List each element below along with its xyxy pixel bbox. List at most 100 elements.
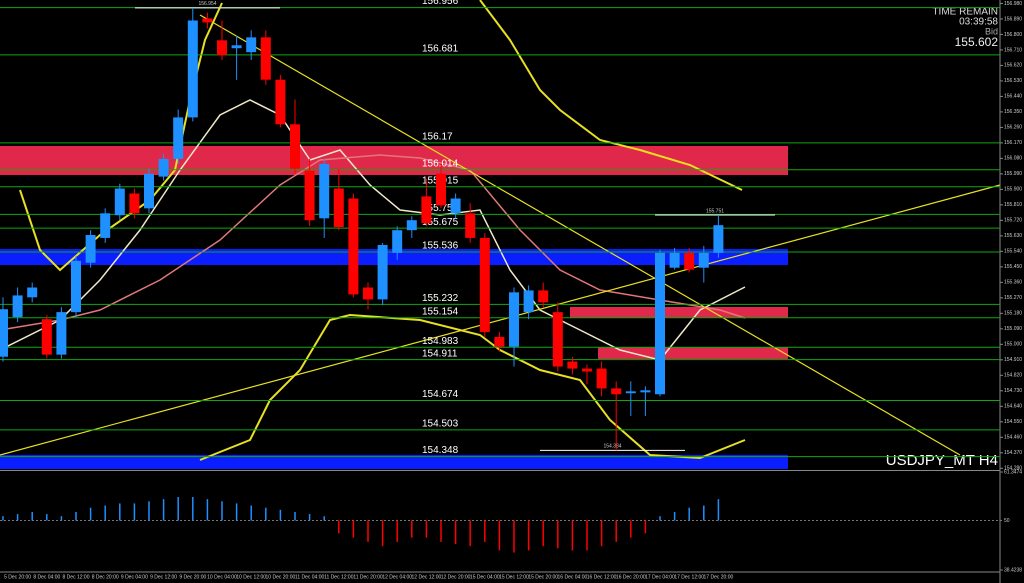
candle-body xyxy=(465,213,476,238)
candle-body xyxy=(333,188,344,228)
indicator-tick-label: 61.3474 xyxy=(1004,469,1022,475)
candle-body xyxy=(144,173,154,209)
candle-body xyxy=(538,290,549,303)
x-tick-label: 11 Dec 12:00 xyxy=(324,574,354,580)
y-tick-label: 154.910 xyxy=(1004,357,1022,363)
candle-body xyxy=(217,40,227,56)
x-tick-label: 17 Dec 12:00 xyxy=(674,574,704,580)
y-tick-label: 156.800 xyxy=(1004,32,1022,38)
level-label: 155.232 xyxy=(422,293,459,304)
candle-body xyxy=(684,252,695,270)
trendline xyxy=(0,184,1001,456)
x-tick-label: 8 Dec 12:00 xyxy=(63,574,90,580)
y-tick-label: 155.720 xyxy=(1004,218,1022,224)
y-tick-label: 156.980 xyxy=(1004,1,1022,7)
candle-body xyxy=(494,336,505,347)
resistance-zone xyxy=(0,146,788,175)
bid-label: Bid xyxy=(985,26,998,36)
candle-body xyxy=(509,292,519,347)
x-tick-label: 12 Dec 12:00 xyxy=(412,574,442,580)
indicator-tick-label: 38.4238 xyxy=(1004,567,1022,573)
level-label: 154.348 xyxy=(422,445,459,456)
y-tick-label: 156.440 xyxy=(1004,94,1022,100)
candle-body xyxy=(596,368,607,389)
moving-average xyxy=(0,99,746,361)
level-label: 156.956 xyxy=(422,0,459,7)
band-lower xyxy=(199,313,746,461)
candle-body xyxy=(202,18,213,23)
resistance-zone xyxy=(570,307,788,318)
x-tick-label: 12 Dec 20:00 xyxy=(441,574,471,580)
level-label: 154.674 xyxy=(422,389,459,400)
x-tick-label: 15 Dec 04:00 xyxy=(470,574,500,580)
y-tick-label: 155.810 xyxy=(1004,202,1022,208)
candle-body xyxy=(319,163,330,219)
x-tick-label: 11 Dec 20:00 xyxy=(353,574,383,580)
symbol-label: USDJPY_MT H4 xyxy=(886,452,998,469)
level-label: 155.675 xyxy=(422,217,459,228)
level-label: 154.911 xyxy=(422,348,458,359)
y-tick-label: 156.530 xyxy=(1004,78,1022,84)
y-tick-label: 155.450 xyxy=(1004,264,1022,270)
candle-body xyxy=(85,235,96,263)
level-label: 156.681 xyxy=(422,44,459,55)
y-tick-label: 154.640 xyxy=(1004,404,1022,410)
candle-body xyxy=(41,319,52,355)
y-tick-label: 156.890 xyxy=(1004,16,1022,22)
level-label: 155.536 xyxy=(422,241,459,252)
candle-body xyxy=(100,213,111,238)
y-tick-label: 156.710 xyxy=(1004,47,1022,53)
x-tick-label: 10 Dec 04:00 xyxy=(207,574,237,580)
candle-body xyxy=(406,220,417,231)
x-tick-label: 17 Dec 04:00 xyxy=(645,574,675,580)
x-tick-label: 10 Dec 20:00 xyxy=(266,574,296,580)
y-tick-label: 154.820 xyxy=(1004,373,1022,379)
candle-body xyxy=(348,198,359,295)
candle-body xyxy=(655,252,665,395)
candle-body xyxy=(523,290,534,313)
x-tick-label: 16 Dec 12:00 xyxy=(587,574,617,580)
time-remain: 03:39:58 xyxy=(959,17,998,28)
y-tick-label: 155.180 xyxy=(1004,311,1022,317)
candle-body xyxy=(71,260,81,313)
candle-body xyxy=(640,390,651,393)
indicator-tick-label: 50 xyxy=(1004,518,1010,524)
level-label: 156.17 xyxy=(422,132,453,143)
candle-body xyxy=(625,391,636,394)
y-tick-label: 156.620 xyxy=(1004,63,1022,69)
level-label: 155.154 xyxy=(422,306,459,317)
y-tick-label: 156.260 xyxy=(1004,125,1022,131)
candle-body xyxy=(669,252,680,268)
y-tick-label: 155.270 xyxy=(1004,295,1022,301)
x-tick-label: 16 Dec 04:00 xyxy=(558,574,588,580)
x-tick-label: 10 Dec 12:00 xyxy=(236,574,266,580)
x-tick-label: 8 Dec 20:00 xyxy=(92,574,119,580)
candle-body xyxy=(450,198,461,214)
candle-body xyxy=(231,45,242,49)
y-tick-label: 155.900 xyxy=(1004,187,1022,193)
support-zone xyxy=(0,455,788,469)
candle-body xyxy=(304,170,315,221)
support-zone xyxy=(0,249,788,265)
y-tick-label: 155.090 xyxy=(1004,326,1022,332)
y-tick-label: 154.550 xyxy=(1004,419,1022,425)
indicator-overlays xyxy=(0,0,1001,461)
candle-body xyxy=(552,312,563,367)
x-tick-label: 9 Dec 04:00 xyxy=(121,574,148,580)
marker-label: 154.384 xyxy=(603,444,621,450)
candle-body xyxy=(158,158,169,177)
level-label: 154.983 xyxy=(422,336,459,347)
moving-average xyxy=(0,154,746,331)
candle-body xyxy=(0,309,8,357)
x-tick-label: 15 Dec 20:00 xyxy=(528,574,558,580)
level-label: 155.755 xyxy=(422,203,459,214)
level-label: 154.503 xyxy=(422,419,459,430)
candle-body xyxy=(246,37,257,53)
candle-body xyxy=(173,117,184,159)
y-tick-label: 154.460 xyxy=(1004,435,1022,441)
candle-body xyxy=(129,193,140,214)
candle-body xyxy=(611,388,622,395)
resistance-zone xyxy=(598,347,788,359)
